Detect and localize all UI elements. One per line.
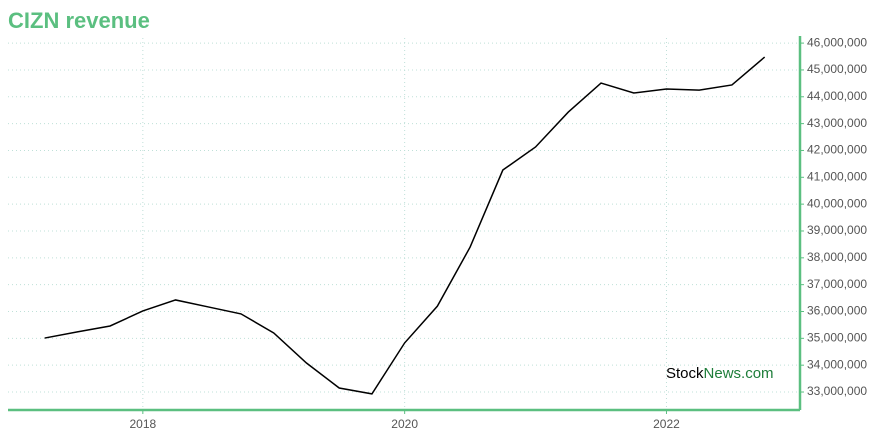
y-tick-label: 42,000,000 [807,143,867,157]
y-tick-label: 43,000,000 [807,116,867,130]
y-tick-label: 33,000,000 [807,384,867,398]
y-tick-label: 38,000,000 [807,250,867,264]
y-tick-label: 40,000,000 [807,196,867,210]
line-series [44,56,766,395]
y-tick-label: 46,000,000 [807,35,867,49]
y-tick-label: 41,000,000 [807,169,867,183]
y-tick-label: 35,000,000 [807,331,867,345]
y-tick-label: 39,000,000 [807,223,867,237]
y-tick-label: 34,000,000 [807,357,867,371]
x-tick-label: 2022 [653,417,680,431]
y-tick-label: 36,000,000 [807,304,867,318]
x-tick-label: 2020 [391,417,418,431]
x-tick-label: 2018 [129,417,156,431]
chart-title: CIZN revenue [8,8,150,33]
watermark-part: Stock [666,365,704,382]
y-tick-label: 45,000,000 [807,62,867,76]
watermark-part: News.com [704,365,774,382]
y-tick-label: 44,000,000 [807,89,867,103]
y-tick-label: 37,000,000 [807,277,867,291]
watermark: StockNews.com [666,365,774,382]
